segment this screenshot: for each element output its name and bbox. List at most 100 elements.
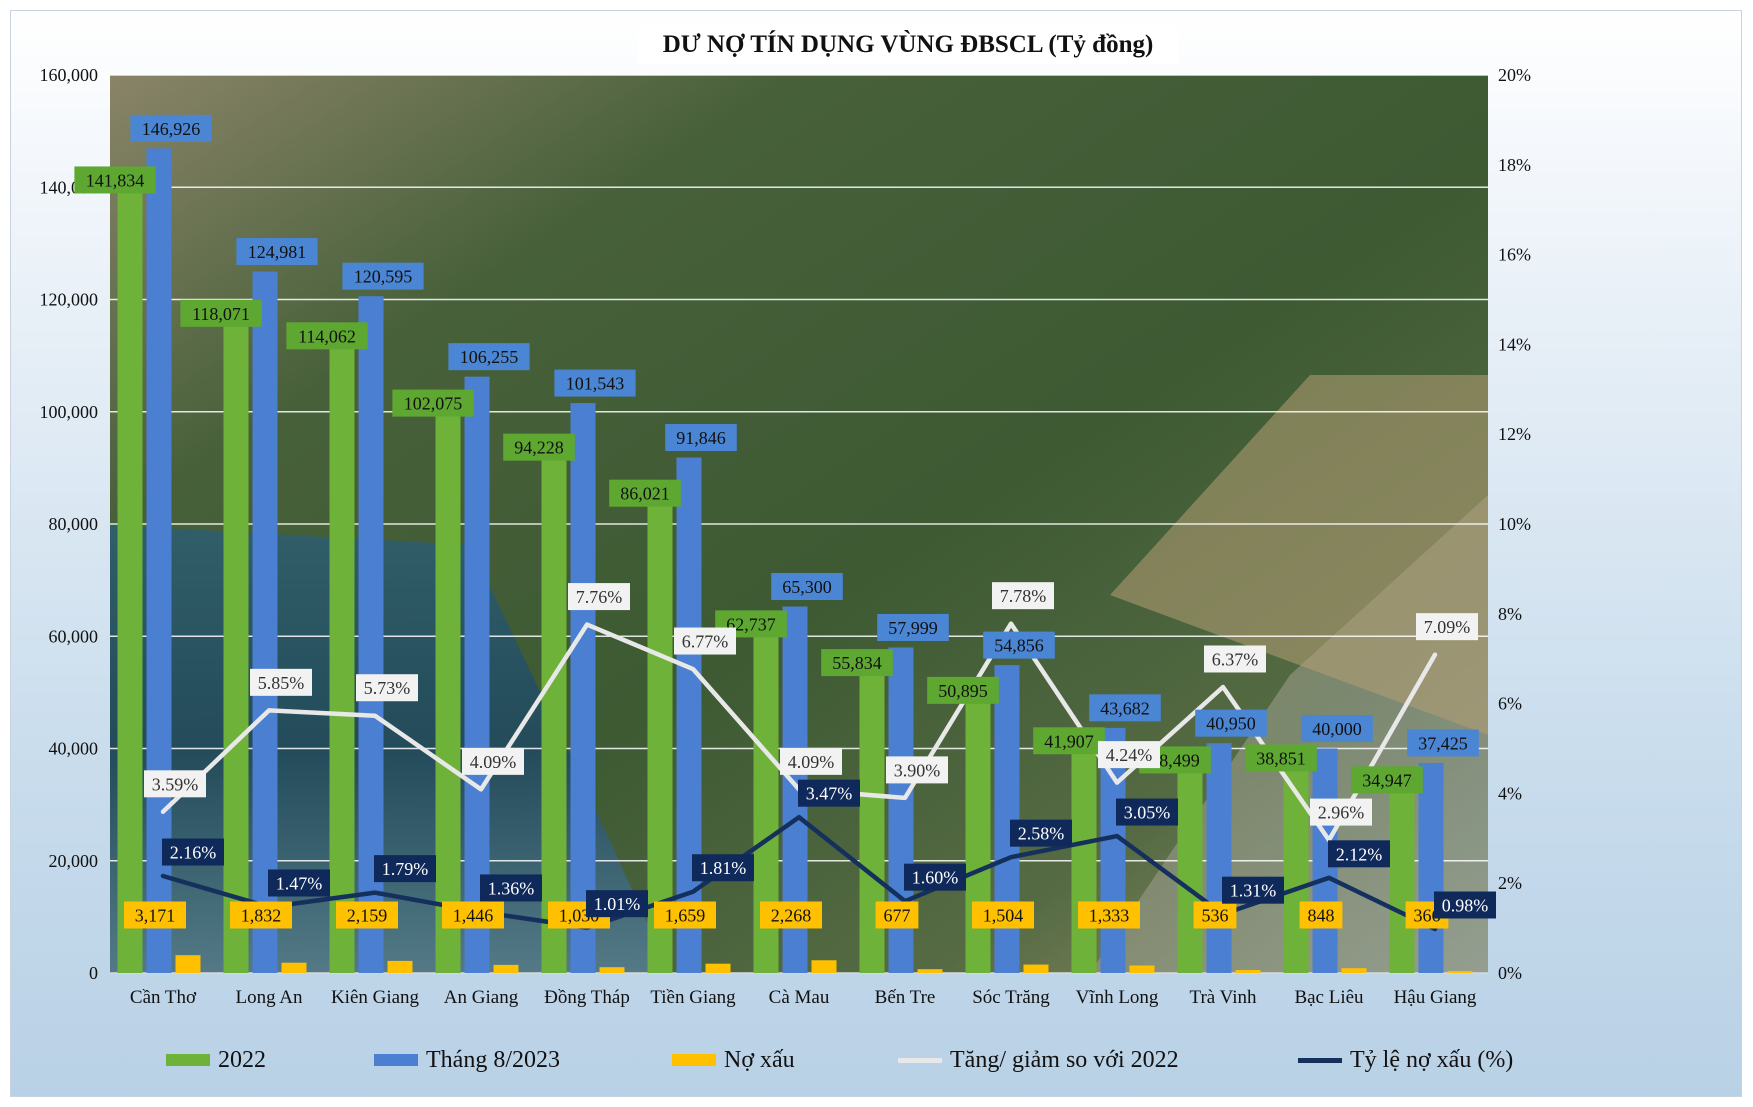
data-label-2022-box <box>1351 766 1423 794</box>
data-label-tang-giam-box <box>1416 613 1478 641</box>
bar-no-xau <box>1447 970 1473 973</box>
data-label-ty-le-no-xau: 3.47% <box>806 784 853 804</box>
bar-thang-8-2023 <box>146 148 172 974</box>
data-label-2022: 50,895 <box>938 681 988 701</box>
y2-tick-label: 14% <box>1498 334 1531 354</box>
data-label-thang-8-2023: 106,255 <box>460 347 519 367</box>
y-tick-label: 80,000 <box>49 514 99 534</box>
data-label-ty-le-no-xau-box <box>480 874 542 902</box>
data-label-thang-8-2023-box <box>771 573 843 601</box>
legend-label-ty-le-no-xau: Tỷ lệ nợ xấu (%) <box>1350 1046 1514 1073</box>
legend-label-tang-giam: Tăng/ giảm so với 2022 <box>950 1046 1179 1073</box>
data-label-no-xau: 3,171 <box>135 906 176 926</box>
data-label-thang-8-2023-box <box>342 262 424 290</box>
y-tick-label: 60,000 <box>49 626 99 646</box>
x-tick-label: Vĩnh Long <box>1076 987 1159 1008</box>
data-label-2022: 62,737 <box>726 614 776 634</box>
data-label-thang-8-2023: 101,543 <box>566 374 625 394</box>
data-label-tang-giam-box <box>144 770 206 798</box>
data-label-2022-box <box>180 299 262 327</box>
bar-2022 <box>647 490 673 973</box>
y2-tick-label: 10% <box>1498 514 1531 534</box>
y2-tick-label: 20% <box>1498 65 1531 85</box>
legend-label-2022: 2022 <box>218 1046 266 1073</box>
bar-no-xau <box>599 967 625 973</box>
x-tick-label: Cần Thơ <box>130 987 197 1008</box>
x-tick-label: Tiền Giang <box>650 987 736 1008</box>
data-label-tang-giam: 4.09% <box>470 752 517 772</box>
bar-2022 <box>965 687 991 973</box>
bar-thang-8-2023 <box>1418 762 1444 973</box>
legend-item-no-xau: Nợ xấu <box>672 1040 795 1080</box>
data-label-thang-8-2023: 54,856 <box>994 636 1044 656</box>
data-label-thang-8-2023: 124,981 <box>248 242 307 262</box>
legend-swatch-no-xau <box>672 1054 716 1066</box>
x-tick-label: Đồng Tháp <box>544 987 630 1008</box>
data-label-tang-giam: 7.78% <box>1000 586 1047 606</box>
y-tick-label: 160,000 <box>40 65 99 85</box>
data-label-no-xau: 2,268 <box>771 906 812 926</box>
data-label-thang-8-2023: 91,846 <box>676 428 726 448</box>
data-label-no-xau-box <box>760 901 822 929</box>
data-label-no-xau: 536 <box>1202 906 1229 926</box>
y-tick-label: 0 <box>89 963 98 983</box>
data-label-no-xau: 1,333 <box>1089 906 1130 926</box>
data-label-2022: 34,947 <box>1362 770 1412 790</box>
data-label-tang-giam-box <box>250 668 312 696</box>
bar-2022 <box>541 444 567 973</box>
data-label-2022: 38,851 <box>1256 748 1306 768</box>
data-label-ty-le-no-xau-box <box>268 869 330 897</box>
data-label-tang-giam: 7.76% <box>576 587 623 607</box>
data-label-2022-box <box>74 166 156 194</box>
bar-no-xau <box>175 955 201 973</box>
data-label-tang-giam-box <box>356 674 418 702</box>
data-label-thang-8-2023-box <box>665 424 737 452</box>
data-label-ty-le-no-xau-box <box>798 779 860 807</box>
data-label-tang-giam-box <box>1310 798 1372 826</box>
data-label-2022-box <box>609 479 681 507</box>
x-tick-label: Trà Vinh <box>1190 987 1257 1008</box>
data-label-tang-giam: 5.85% <box>258 673 305 693</box>
bar-2022 <box>1071 737 1097 973</box>
data-label-2022-box <box>1245 744 1317 772</box>
legend-item-ty-le-no-xau: Tỷ lệ nợ xấu (%) <box>1298 1040 1513 1080</box>
bar-no-xau <box>917 969 943 973</box>
bar-2022 <box>1177 756 1203 973</box>
data-label-tang-giam-box <box>1098 741 1160 769</box>
data-label-ty-le-no-xau-box <box>1434 891 1496 919</box>
y2-tick-label: 2% <box>1498 873 1522 893</box>
data-label-tang-giam: 5.73% <box>364 678 411 698</box>
bar-thang-8-2023 <box>1100 727 1126 973</box>
data-label-ty-le-no-xau-box <box>1116 798 1178 826</box>
y-tick-label: 20,000 <box>49 851 99 871</box>
y-tick-label: 120,000 <box>40 290 99 310</box>
y2-tick-label: 16% <box>1498 245 1531 265</box>
legend-swatch-thang-8-2023 <box>374 1054 418 1066</box>
bar-thang-8-2023 <box>464 376 490 973</box>
data-label-thang-8-2023-box <box>236 238 318 266</box>
x-tick-label: An Giang <box>444 987 519 1008</box>
data-label-no-xau-box <box>972 901 1034 929</box>
data-label-thang-8-2023-box <box>448 343 530 371</box>
data-label-ty-le-no-xau-box <box>1010 819 1072 847</box>
legend-item-2022: 2022 <box>166 1040 266 1080</box>
bar-thang-8-2023 <box>252 271 278 973</box>
y-tick-label: 100,000 <box>40 402 99 422</box>
bar-no-xau <box>493 964 519 973</box>
data-label-thang-8-2023-box <box>1407 729 1479 757</box>
data-label-2022: 38,499 <box>1150 750 1200 770</box>
y2-tick-label: 4% <box>1498 783 1522 803</box>
data-label-no-xau-box <box>442 901 504 929</box>
data-label-ty-le-no-xau: 2.58% <box>1018 824 1065 844</box>
data-label-no-xau: 1,659 <box>665 906 706 926</box>
data-label-ty-le-no-xau: 1.01% <box>594 894 641 914</box>
data-label-ty-le-no-xau-box <box>692 854 754 882</box>
data-label-ty-le-no-xau: 1.60% <box>912 868 959 888</box>
data-label-tang-giam: 7.09% <box>1424 617 1471 637</box>
data-label-ty-le-no-xau-box <box>374 855 436 883</box>
chart-title: DƯ NỢ TÍN DỤNG VÙNG ĐBSCL (Tỷ đồng) <box>662 31 1154 58</box>
bar-2022 <box>1283 754 1309 973</box>
bar-no-xau <box>1023 964 1049 973</box>
data-label-no-xau: 366 <box>1414 906 1441 926</box>
data-label-tang-giam: 3.90% <box>894 760 941 780</box>
